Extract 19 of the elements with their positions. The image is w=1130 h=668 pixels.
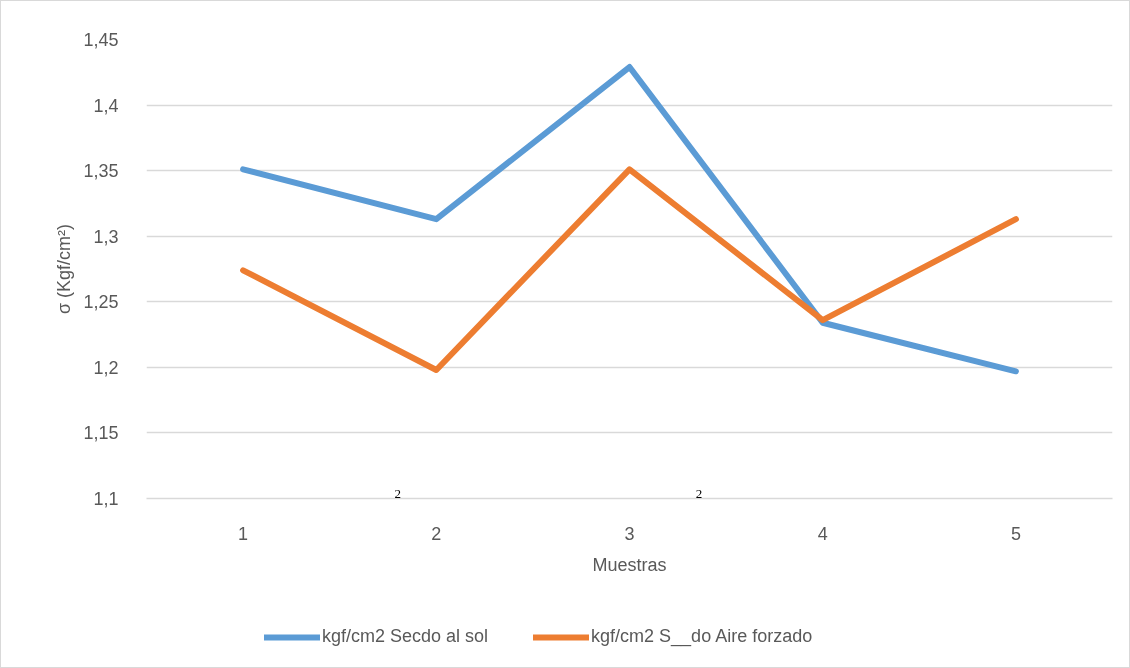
y-tick-label: 1,15 — [83, 423, 119, 444]
x-tick-label: 2 — [431, 523, 442, 544]
y-tick-label: 1,3 — [93, 226, 119, 247]
y-tick-label: 1,35 — [83, 161, 119, 182]
y-tick-label: 1,25 — [83, 292, 119, 313]
annotation: 2 — [394, 485, 401, 501]
legend-label: kgf/cm2 Secdo al sol — [322, 626, 489, 647]
x-tick-label: 4 — [817, 523, 828, 544]
x-axis-title: Muestras — [592, 554, 667, 575]
legend-label: kgf/cm2 S__do Aire forzado — [591, 626, 813, 647]
y-tick-label: 1,45 — [83, 30, 119, 50]
annotation: 2 — [695, 485, 703, 501]
y-tick-label: 1,1 — [93, 489, 119, 509]
y-axis-title: σ (Kgf/cm²) — [54, 223, 75, 315]
y-tick-label: 1,4 — [93, 95, 119, 116]
x-tick-label: 1 — [238, 523, 249, 544]
x-tick-label: 3 — [624, 523, 635, 544]
x-tick-label: 5 — [1010, 523, 1021, 544]
y-tick-label: 1,2 — [93, 357, 119, 378]
